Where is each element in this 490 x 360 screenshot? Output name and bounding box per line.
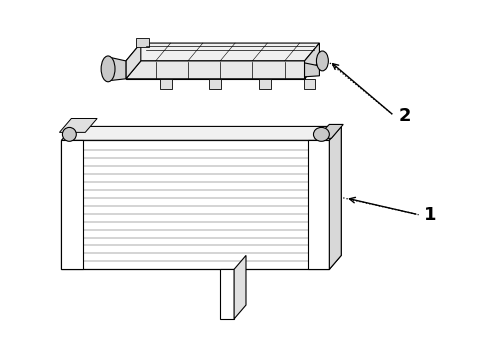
Polygon shape (329, 126, 341, 269)
Polygon shape (61, 140, 329, 269)
Polygon shape (126, 61, 319, 79)
Ellipse shape (314, 127, 329, 141)
Polygon shape (234, 255, 246, 319)
Text: 2: 2 (399, 107, 411, 125)
Polygon shape (108, 57, 126, 81)
Polygon shape (126, 61, 305, 79)
Ellipse shape (317, 51, 328, 71)
Polygon shape (316, 125, 343, 138)
Text: 1: 1 (424, 206, 436, 224)
Ellipse shape (101, 56, 115, 82)
Polygon shape (209, 79, 221, 89)
Polygon shape (220, 269, 234, 319)
Polygon shape (305, 63, 319, 77)
Polygon shape (303, 79, 316, 89)
Polygon shape (160, 79, 172, 89)
Polygon shape (61, 126, 341, 140)
Polygon shape (126, 43, 319, 61)
Polygon shape (136, 38, 149, 47)
Polygon shape (59, 118, 97, 132)
Polygon shape (259, 79, 271, 89)
Polygon shape (329, 126, 341, 269)
Polygon shape (308, 140, 329, 269)
Polygon shape (305, 43, 319, 79)
Ellipse shape (62, 127, 76, 141)
Polygon shape (126, 43, 141, 79)
Polygon shape (61, 140, 83, 269)
